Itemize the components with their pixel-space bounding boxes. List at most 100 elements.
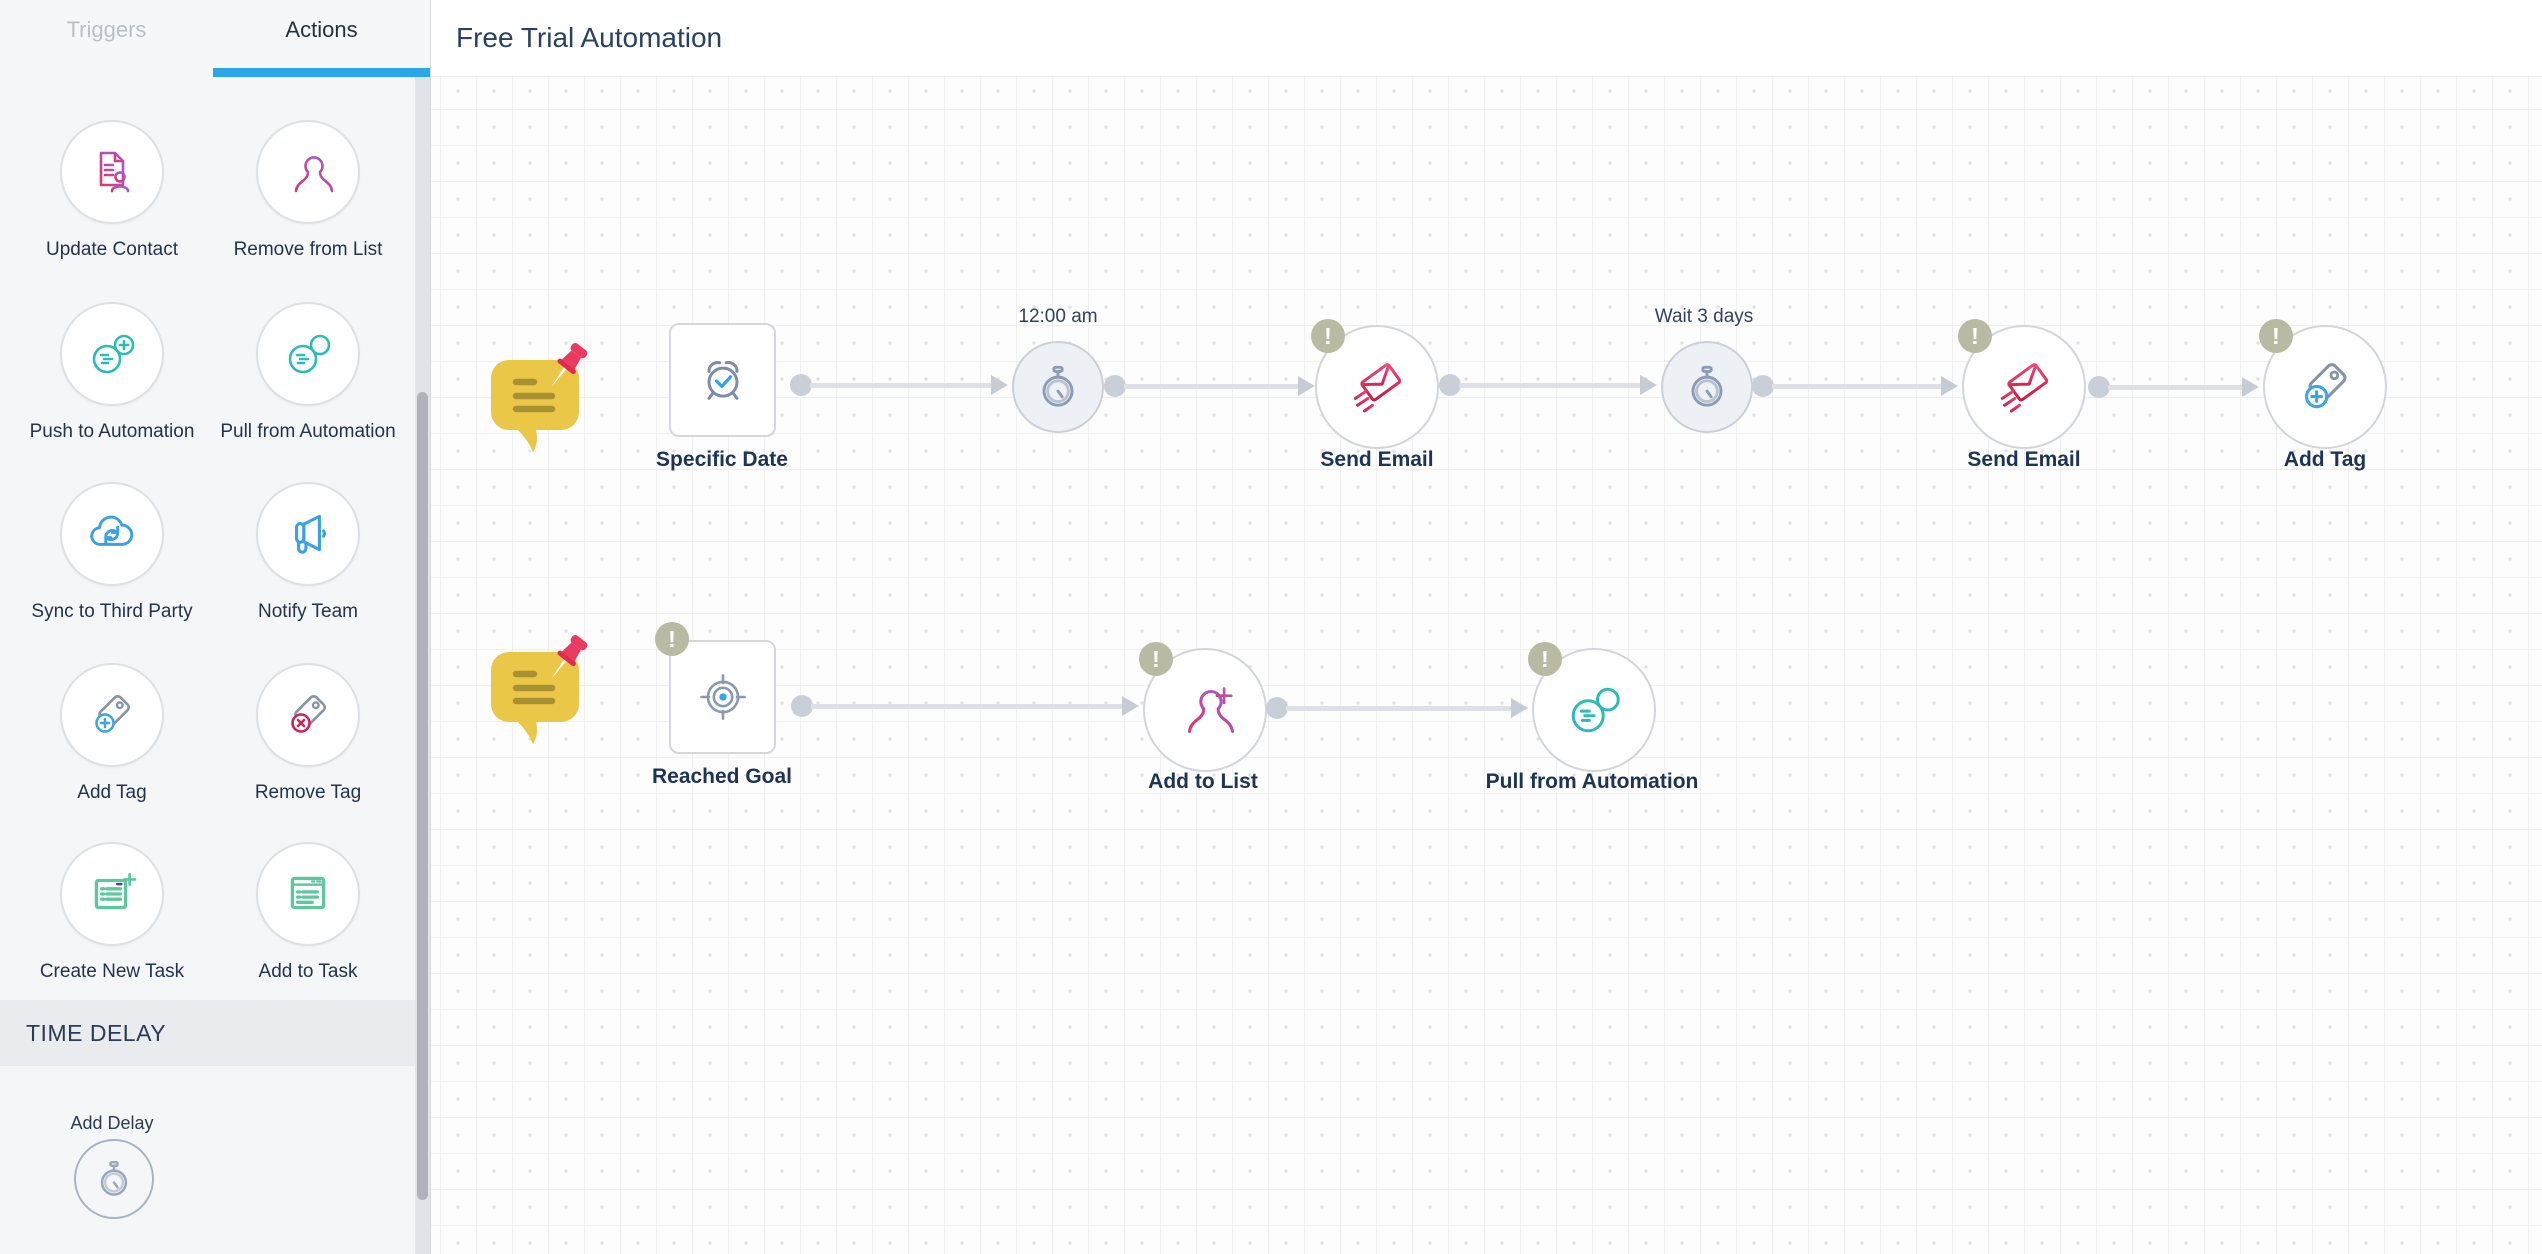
sidebar-item-label: Remove Tag: [254, 782, 362, 803]
connector: [790, 374, 1008, 396]
connector-line: [811, 703, 1124, 709]
sidebar-tabs: Triggers Actions: [0, 0, 430, 77]
task-add-icon: [256, 842, 360, 946]
timer-annotation: 12:00 am: [1018, 306, 1098, 327]
connector-line: [1286, 705, 1513, 711]
sidebar-item-label: Notify Team: [258, 601, 358, 622]
workflow-grid[interactable]: Specific Date 12:00 am !: [431, 77, 2542, 1254]
sidebar-item-pull-from-automation[interactable]: Pull from Automation: [210, 302, 406, 444]
connector-dot: [1439, 374, 1461, 396]
pinned-note-bubble[interactable]: [483, 622, 593, 758]
sidebar-scrollbar-thumb[interactable]: [417, 392, 428, 1200]
remove-from-list-icon: [256, 120, 360, 224]
node-send-email-2[interactable]: !: [1958, 319, 2086, 449]
megaphone-icon: [256, 482, 360, 586]
update-contact-icon: [60, 120, 164, 224]
connector-dot: [1266, 697, 1288, 719]
sidebar: Triggers Actions Update Contact: [0, 0, 430, 1254]
pull-automation-icon: [1571, 687, 1620, 733]
connector-arrow: [1640, 375, 1657, 395]
tab-triggers[interactable]: Triggers: [66, 17, 147, 42]
sync-cloud-icon: [60, 482, 164, 586]
alarm-clock-icon: [706, 360, 739, 400]
connector-arrow: [1122, 696, 1139, 716]
sidebar-item-sync-to-third-party[interactable]: Sync to Third Party: [14, 482, 210, 624]
connector-arrow: [1941, 376, 1958, 396]
sidebar-item-label: Update Contact: [45, 239, 179, 260]
node-specific-date[interactable]: [669, 323, 776, 437]
connector-dot: [1752, 375, 1774, 397]
node-timer-wait-3-days[interactable]: [1661, 341, 1753, 433]
warning-badge: !: [1528, 642, 1562, 676]
sidebar-item-label: Add to Task: [258, 961, 358, 982]
pinned-note-bubble[interactable]: [483, 330, 593, 466]
connector-arrow: [1298, 376, 1315, 396]
connector: [1439, 374, 1657, 396]
sidebar-item-label: Add Tag: [77, 782, 147, 803]
active-tab-underline: [213, 68, 430, 77]
add-delay-label: Add Delay: [70, 1113, 154, 1133]
connector-dot: [1104, 375, 1126, 397]
sidebar-item-label: Pull from Automation: [220, 421, 396, 442]
connector-line: [810, 382, 993, 388]
node-add-tag[interactable]: !: [2259, 319, 2387, 449]
add-delay-button[interactable]: [74, 1139, 154, 1219]
sidebar-item-push-to-automation[interactable]: Push to Automation: [14, 302, 210, 444]
connector-line: [1459, 382, 1642, 388]
sidebar-item-add-tag[interactable]: Add Tag: [14, 663, 210, 805]
stopwatch-icon: [1042, 365, 1074, 407]
send-email-icon: [2000, 363, 2049, 413]
node-label: Send Email: [1320, 448, 1434, 471]
time-delay-section-header: TIME DELAY: [0, 1000, 418, 1066]
tag-plus-icon: [2304, 363, 2347, 409]
connector: [1266, 697, 1528, 719]
sidebar-item-notify-team[interactable]: Notify Team: [210, 482, 406, 624]
person-plus-icon: [1187, 687, 1234, 734]
connector-arrow: [2242, 377, 2259, 397]
node-timer-midnight[interactable]: [1012, 341, 1104, 433]
stopwatch-icon: [100, 1160, 128, 1196]
warning-badge: !: [1139, 642, 1173, 676]
connector-dot: [2088, 376, 2110, 398]
tag-plus-icon: [60, 663, 164, 767]
sidebar-item-remove-from-list[interactable]: Remove from List: [210, 120, 406, 262]
connector-arrow: [991, 375, 1008, 395]
sidebar-item-remove-tag[interactable]: Remove Tag: [210, 663, 406, 805]
sidebar-item-add-to-task[interactable]: Add to Task: [210, 842, 406, 984]
node-label: Pull from Automation: [1485, 770, 1699, 793]
time-delay-section-title: TIME DELAY: [26, 1019, 167, 1046]
sidebar-item-label: Create New Task: [39, 961, 185, 982]
connector-dot: [791, 695, 813, 717]
node-label: Send Email: [1967, 448, 2081, 471]
node-label: Specific Date: [656, 448, 788, 471]
connector: [791, 695, 1139, 717]
node-label: Reached Goal: [651, 765, 793, 788]
node-label: Add Tag: [2283, 448, 2367, 471]
task-new-icon: [60, 842, 164, 946]
tag-remove-icon: [256, 663, 360, 767]
node-send-email-1[interactable]: !: [1311, 319, 1439, 449]
connector: [1752, 375, 1958, 397]
tab-actions[interactable]: Actions: [285, 17, 358, 42]
connector: [2088, 376, 2259, 398]
warning-badge: !: [2259, 319, 2293, 353]
warning-badge: !: [1311, 319, 1345, 353]
connector-arrow: [1511, 698, 1528, 718]
connector-line: [1772, 383, 1943, 389]
pushpin-icon: [551, 342, 588, 387]
sidebar-item-create-new-task[interactable]: Create New Task: [14, 842, 210, 984]
node-label: Add to List: [1148, 770, 1258, 793]
sidebar-item-update-contact[interactable]: Update Contact: [14, 120, 210, 262]
connector-line: [1124, 383, 1300, 389]
pushpin-icon: [551, 634, 588, 679]
sidebar-item-label: Push to Automation: [29, 421, 195, 442]
pull-from-automation-icon: [256, 302, 360, 406]
node-add-to-list[interactable]: !: [1139, 642, 1267, 772]
timer-annotation: Wait 3 days: [1654, 306, 1754, 327]
node-pull-from-automation[interactable]: !: [1528, 642, 1656, 772]
node-reached-goal[interactable]: !: [655, 622, 776, 754]
sidebar-item-label: Remove from List: [233, 239, 383, 260]
connector: [1104, 375, 1315, 397]
connector-dot: [790, 374, 812, 396]
